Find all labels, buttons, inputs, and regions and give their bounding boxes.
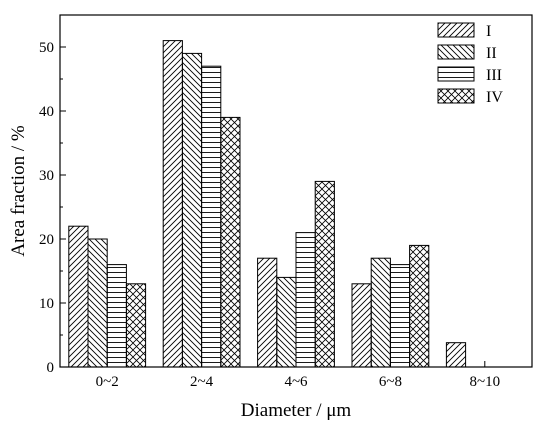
bar-series-2-cat-1 <box>87 238 108 368</box>
y-tick-label: 40 <box>39 104 54 120</box>
y-tick-label: 10 <box>39 296 54 312</box>
legend-swatch-1 <box>437 22 475 38</box>
bar-series-1-cat-3 <box>257 257 278 368</box>
legend-label-3: III <box>486 67 502 84</box>
bar-series-2-cat-2 <box>181 52 203 368</box>
x-tick-label: 6~8 <box>379 374 402 390</box>
bar-series-4-cat-1 <box>125 283 147 368</box>
x-tick-label: 0~2 <box>96 374 119 390</box>
legend-swatch-4 <box>437 88 475 104</box>
bar-series-1-cat-1 <box>68 225 89 368</box>
bar-series-3-cat-1 <box>106 264 127 368</box>
bar-series-1-cat-5 <box>445 342 467 368</box>
legend-label-4: IV <box>486 89 503 106</box>
bar-series-2-cat-4 <box>370 257 391 368</box>
legend-swatch-3 <box>437 66 475 82</box>
y-tick-label: 50 <box>39 40 54 56</box>
y-axis-label: Area fraction / % <box>8 125 29 257</box>
legend-label-1: I <box>486 23 491 40</box>
x-axis-label: Diameter / μm <box>241 400 352 421</box>
bar-series-2-cat-3 <box>276 276 297 368</box>
axes-group: 0 10 20 30 40 50 0~2 2~4 4~6 6~8 8~10 <box>39 14 533 390</box>
bar-series-3-cat-3 <box>295 232 316 368</box>
legend-label-2: II <box>486 45 497 62</box>
y-tick-label: 30 <box>39 168 54 184</box>
bar-series-3-cat-2 <box>201 65 222 368</box>
bar-series-4-cat-4 <box>409 244 430 368</box>
x-tick-label: 4~6 <box>284 374 308 390</box>
legend-swatch-2 <box>437 44 475 60</box>
y-tick-label: 20 <box>39 232 54 248</box>
bar-series-1-cat-2 <box>162 40 183 368</box>
y-tick-label: 0 <box>47 360 55 376</box>
bar-series-4-cat-3 <box>314 180 335 368</box>
bar-series-3-cat-4 <box>389 264 411 368</box>
bar-series-4-cat-2 <box>220 116 241 368</box>
bars-group <box>68 40 467 368</box>
x-tick-label: 2~4 <box>190 374 214 390</box>
bar-series-1-cat-4 <box>351 283 372 368</box>
x-tick-label: 8~10 <box>469 374 500 390</box>
